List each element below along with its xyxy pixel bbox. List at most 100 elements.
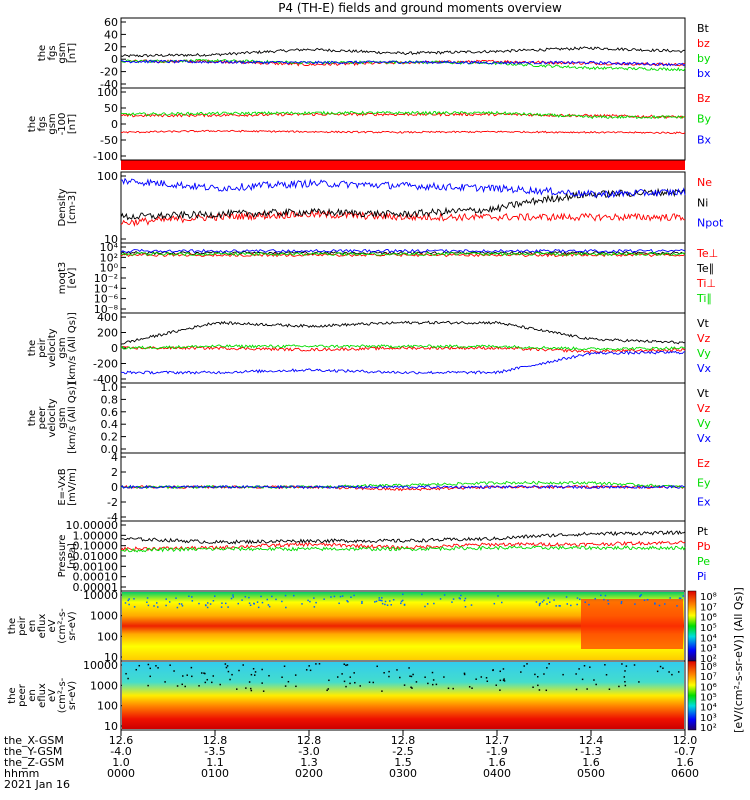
figure-title: P4 (TH-E) fields and ground moments over… [278, 1, 562, 15]
y-axis-label-line: the [7, 687, 18, 703]
spectrogram-speckle [558, 605, 560, 607]
spectrogram-speckle [318, 663, 321, 665]
x-tick-label-t: 0600 [671, 767, 699, 780]
y-tick-label: -40 [100, 78, 118, 91]
spectrogram-speckle [157, 606, 159, 608]
spectrogram-speckle [220, 606, 223, 608]
legend-ne: Ne [697, 176, 712, 189]
legend-ni: Ni [697, 196, 708, 209]
spectrogram-speckle [146, 601, 148, 604]
spectrogram-speckle [165, 598, 167, 600]
spectrogram-speckle [127, 677, 129, 680]
legend-pb: Pb [697, 540, 711, 553]
series-line-bt [120, 46, 686, 58]
spectrogram-speckle [275, 598, 277, 601]
spectrogram-speckle [248, 681, 251, 683]
spectrogram-speckle [294, 674, 297, 676]
spectrogram-speckle [307, 599, 309, 602]
spectrogram-speckle [594, 597, 596, 600]
y-tick-label: 0.00100 [73, 560, 119, 573]
spectrogram-speckle [135, 668, 138, 671]
colorbar-tick-label: 10⁴ [700, 633, 717, 644]
spectrogram-speckle [435, 683, 438, 686]
series-line-pe [120, 545, 686, 553]
legend-vt: Vt [697, 387, 710, 400]
spectrogram-speckle [682, 595, 684, 597]
spectrogram-speckle [548, 663, 550, 665]
y-axis-label-line: (cm²-s- [57, 608, 68, 644]
spectrogram-speckle [620, 600, 623, 603]
y-tick-label: 1000 [90, 610, 118, 623]
spectrogram-speckle [287, 680, 290, 683]
series-line-vt [120, 320, 686, 345]
spectrogram-speckle [403, 604, 406, 606]
spectrogram-speckle [624, 680, 626, 683]
spectrogram-speckle [389, 600, 391, 602]
spectrogram-speckle [503, 680, 506, 682]
y-tick-label: -200 [93, 358, 118, 371]
y-axis-label-line: gsm [47, 113, 58, 134]
spectrogram-speckle [492, 669, 494, 672]
y-tick-label: -400 [93, 373, 118, 386]
spectrogram-speckle [339, 595, 342, 598]
spectrogram-speckle [463, 672, 466, 675]
spectrogram-speckle [206, 678, 209, 681]
spectrogram-speckle [242, 664, 244, 666]
y-axis-label-line: [cm-3] [67, 191, 78, 224]
x-tick-label-y: -2.5 [392, 745, 413, 758]
legend-vx: Vx [697, 362, 712, 375]
spectrogram-speckle [421, 593, 423, 596]
legend-vt: Vt [697, 317, 710, 330]
spectrogram-speckle [575, 688, 578, 691]
colorbar-label: [eV/(cm²-s-sr-eV)] (All Qs)] [732, 587, 745, 733]
y-tick-label: -4 [107, 511, 118, 524]
spectrogram-speckle [168, 601, 171, 603]
spectrogram-speckle [415, 681, 418, 683]
legend-ti⊥: Ti⊥ [696, 277, 716, 290]
spectrogram-speckle [401, 599, 404, 602]
legend-pe: Pe [697, 555, 710, 568]
spectrogram-speckle [253, 602, 255, 605]
series-line-by [120, 58, 686, 72]
y-tick-label: 0 [111, 342, 118, 355]
spectrogram-speckle [224, 663, 227, 665]
colorbar-tick-label: 10⁷ [700, 602, 717, 613]
spectrogram-speckle [266, 598, 269, 601]
y-tick-label: 0.01000 [73, 550, 119, 563]
spectrogram-speckle [624, 670, 626, 672]
legend-vz: Vz [697, 332, 711, 345]
spectrogram-speckle [203, 672, 205, 674]
y-axis-label-line: [km/s (All Qs)] [67, 312, 78, 384]
spectrogram-speckle [198, 602, 200, 605]
spectrogram-speckle [608, 688, 611, 690]
legend-vy: Vy [697, 347, 711, 360]
y-axis-label-line: fgs [47, 45, 58, 60]
spectrogram-speckle [523, 665, 525, 667]
spectrogram-speckle [570, 604, 572, 607]
y-tick-label: 10⁴ [100, 241, 119, 254]
spectrogram-speckle [402, 593, 404, 596]
y-axis-label-line: eV [47, 689, 58, 702]
spectrogram-speckle [200, 672, 203, 674]
spectrogram-speckle [261, 682, 263, 684]
spectrogram-speckle [125, 672, 127, 675]
spectrogram-speckle [224, 602, 227, 605]
spectrogram-speckle [375, 600, 378, 603]
spectrogram-speckle [181, 683, 183, 686]
spectrogram-speckle [230, 597, 233, 600]
spectrogram-speckle [354, 681, 356, 684]
x-tick-label-t: 0200 [295, 767, 323, 780]
spectrogram-speckle [537, 684, 539, 687]
y-tick-label: 10⁰ [100, 262, 119, 275]
y-tick-label: 0.10000 [73, 540, 119, 553]
y-tick-label: -100 [93, 150, 118, 163]
spectrogram-speckle [654, 603, 656, 605]
spectrogram-speckle [543, 673, 545, 675]
y-axis-label-line: eflux [37, 683, 48, 708]
legend-vx: Vx [697, 432, 712, 445]
x-tick-label-x: 12.7 [485, 734, 510, 747]
temperature-trace [120, 251, 686, 257]
spectrogram-speckle [384, 603, 386, 606]
y-axis-label-line: the [37, 45, 48, 61]
